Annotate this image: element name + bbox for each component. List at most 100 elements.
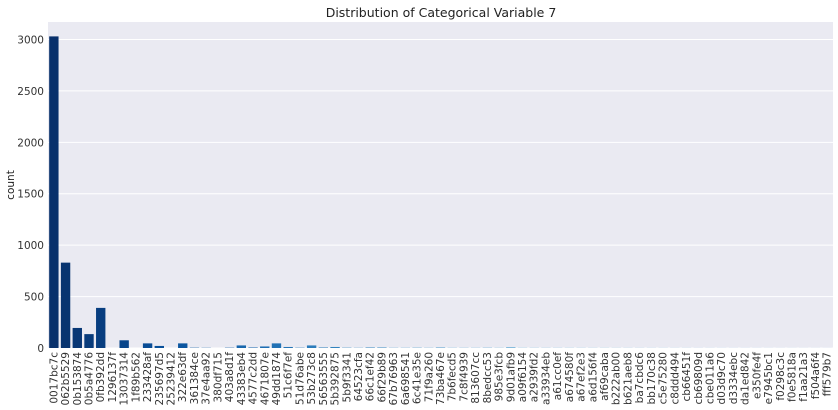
x-tick-label: 1296137f [107,352,119,403]
y-tick-label: 1000 [17,240,44,252]
x-tick-label: c8ddd494 [669,352,681,405]
x-tick-label: 37e4aa92 [201,352,213,405]
gridlines [48,38,833,349]
bar-13037314 [119,340,129,348]
x-tick-label: 7c8f4939 [458,352,470,402]
bar-5b392875 [330,346,340,348]
x-tick-label: 43383eb4 [236,352,248,406]
x-tick-label: e7945bc1 [763,352,775,404]
x-tick-label: d3334ebc [728,352,740,405]
x-tick-label: f1aa21a3 [798,352,810,402]
x-tick-label: f504a6f4 [810,352,822,400]
x-tick-label: 67b76963 [388,352,400,405]
x-tick-label: 66f29b89 [376,352,388,402]
bar-235697d5 [154,345,164,348]
x-tick-label: 5b9f3341 [341,352,353,402]
bar-66c1ef42 [365,347,375,348]
bar-53b273c8 [306,345,317,348]
x-tick-label: 25239412 [166,352,178,405]
x-tick-label: 6c41e35e [412,352,424,404]
x-tick-label: 403a8d1f [224,352,236,403]
x-tick-label: cbe011a6 [704,352,716,404]
x-tick-label: 66c1ef42 [365,352,377,401]
x-tick-label: 51d76abe [294,352,306,405]
x-tick-label: 813607cc [470,352,482,404]
x-tick-label: cb66451f [681,352,693,402]
x-tick-label: da1ed842 [740,352,752,405]
bar-322e63df [178,343,188,348]
x-tick-label: e350fe4f [751,352,763,399]
x-tick-label: 73ba467e [435,352,447,405]
bars [49,36,832,349]
x-tick-label: 9d01afb9 [505,352,517,402]
x-tick-label: 0017bc7c [48,352,60,404]
y-axis: 0 500 1000 1500 2000 2500 3000 [17,34,44,355]
x-tick-label: bb170c38 [646,352,658,405]
x-tick-label: 1f89b562 [130,352,142,402]
x-tick-label: c5e75280 [658,352,670,404]
x-tick-label: a33934eb [540,352,552,405]
x-tick-label: 985e3fcb [494,352,506,402]
x-tick-label: 380df715 [212,352,224,402]
y-tick-label: 3000 [17,34,44,46]
bar-4577c2dd [248,347,258,348]
x-tick-label: 6a698541 [400,352,412,405]
x-tick-label: 062b5529 [60,352,72,405]
x-tick-label: 53b273c8 [306,352,318,405]
x-tick-label: ba7cbdc6 [634,352,646,404]
x-tick-label: a6d156f4 [587,352,599,403]
bar-233428af [142,343,153,348]
chart-title: Distribution of Categorical Variable 7 [326,5,557,20]
bar-0017bc7c [49,36,59,349]
x-tick-label: 322e63df [177,352,189,403]
x-tick-label: a61cc0ef [552,352,564,400]
bar-9d01afb9 [506,347,516,348]
x-tick-label: 49dd1874 [271,352,283,406]
y-tick-label: 500 [24,292,44,304]
x-tick-label: b222ab00 [611,352,623,405]
x-tick-label: a2939fd2 [529,352,541,402]
x-tick-label: f0298c3c [775,352,787,401]
y-tick-label: 2000 [17,137,44,149]
x-tick-label: 235697d5 [154,352,166,405]
x-tick-label: 361384ce [189,352,201,404]
y-tick-label: 0 [37,343,44,355]
x-tick-label: d03d9c70 [716,352,728,405]
x-tick-label: 8bedcc53 [482,352,494,403]
x-axis: 0017bc7c 062b5529 0b153874 0b5a4776 0fb392dd… [48,352,833,406]
x-tick-label: 71f9a260 [423,352,435,402]
bar-56563555 [318,347,329,348]
x-tick-label: fff579b7 [822,352,834,396]
x-tick-label: af69caba [599,352,611,401]
bar-49dd1874 [271,343,282,348]
bar-4671807e [260,346,270,348]
x-tick-label: 56563555 [318,352,330,405]
x-tick-label: a674580f [564,352,576,403]
bar-0fb392dd [96,307,106,348]
y-tick-label: 1500 [17,189,44,201]
x-tick-label: 233428af [142,352,154,403]
plot-area [48,22,833,348]
bar-0b5a4776 [84,334,94,348]
bar-062b5529 [60,262,71,348]
x-tick-label: cb69809d [693,352,705,405]
x-tick-label: 13037314 [119,352,131,406]
x-tick-label: 4577c2dd [248,352,260,405]
x-tick-label: b621aeb8 [622,352,634,405]
x-tick-label: 0b5a4776 [84,352,96,406]
x-tick-label: 5b392875 [330,352,342,405]
bar-73ba467e [435,347,446,348]
bar-0b153874 [72,327,82,348]
bar-43383eb4 [236,345,247,348]
x-tick-label: 7b6fecd5 [447,352,459,401]
bar-66f29b89 [377,347,387,348]
x-tick-label: 64523cfa [353,352,365,401]
x-tick-label: a09f6154 [517,352,529,403]
x-tick-label: 51c6f7ef [283,352,295,399]
y-axis-title: count [5,170,17,200]
x-tick-label: a67ef2e3 [576,352,588,402]
x-tick-label: 0b153874 [72,352,84,406]
bar-51c6f7ef [283,346,293,348]
x-tick-label: 4671807e [259,352,271,405]
